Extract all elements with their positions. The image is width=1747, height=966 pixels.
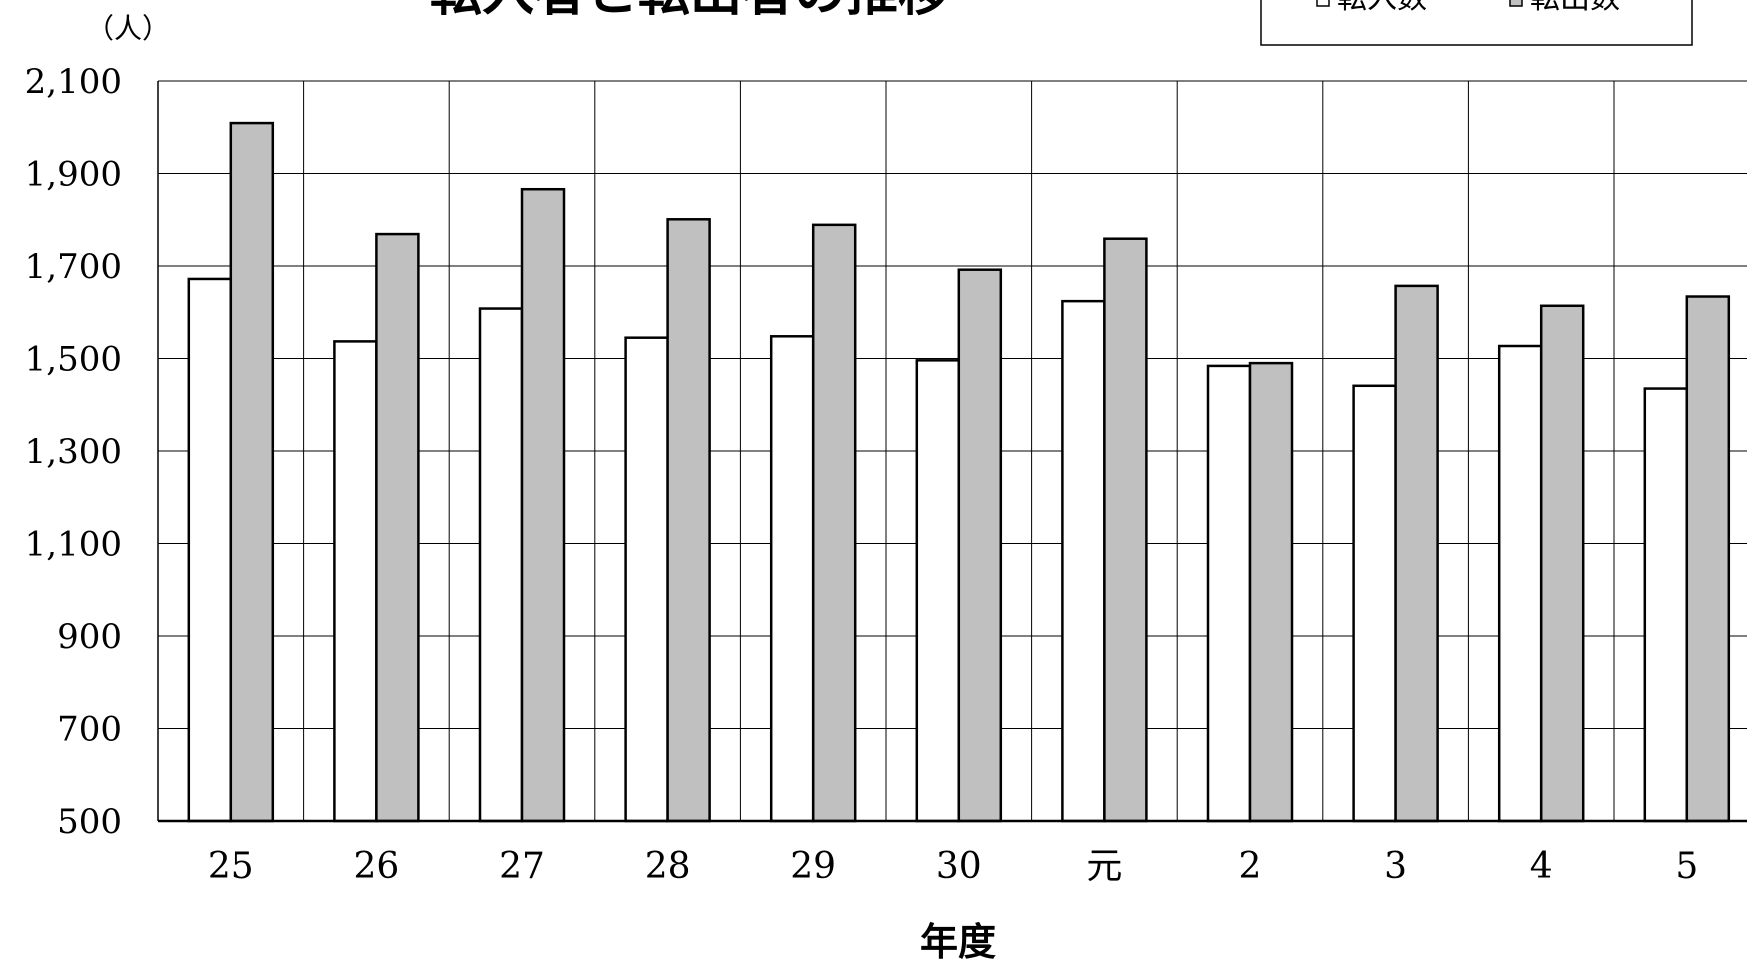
- bar-outflow: [1394, 284, 1439, 823]
- chart-title: 転入者と転出者の推移: [430, 0, 950, 23]
- x-tick-label: 4: [1530, 846, 1553, 887]
- x-tick-label: 2: [1239, 846, 1262, 887]
- bar-outflow: [1103, 237, 1148, 823]
- bar-inflow: [333, 340, 378, 823]
- bar-inflow: [187, 277, 233, 823]
- bar-outflow: [375, 232, 420, 823]
- bar-inflow: [769, 335, 815, 823]
- bar-inflow: [1643, 387, 1689, 823]
- bar-inflow: [915, 359, 961, 823]
- x-tick-label: 25: [208, 846, 254, 887]
- x-axis-title: 年度: [920, 920, 996, 964]
- y-tick-label: 1,100: [25, 525, 122, 565]
- x-tick-label: 5: [1675, 846, 1698, 887]
- legend: 転入数 転出数: [1260, 0, 1693, 46]
- bar-outflow: [229, 121, 275, 823]
- y-tick-label: 1,900: [25, 155, 122, 195]
- legend-label-inflow: 転入数: [1337, 0, 1427, 16]
- x-tick-label: 27: [499, 846, 545, 887]
- x-tick-label: 3: [1384, 846, 1407, 887]
- y-tick-label: 2,100: [25, 62, 122, 102]
- legend-swatch-inflow: [1316, 0, 1330, 7]
- bar-outflow: [1685, 295, 1731, 823]
- x-tick-label: 28: [645, 846, 691, 887]
- bar-outflow: [1248, 361, 1294, 823]
- y-tick-label: 700: [57, 710, 122, 750]
- bar-outflow: [520, 187, 566, 823]
- bar-inflow: [1352, 384, 1397, 823]
- y-tick-label: 500: [57, 802, 122, 842]
- y-axis-unit: （人）: [86, 12, 170, 45]
- bar-inflow: [478, 307, 524, 823]
- bar-inflow: [1497, 344, 1543, 823]
- x-tick-label: 30: [936, 846, 982, 887]
- bar-inflow: [624, 336, 669, 823]
- bar-inflow: [1206, 364, 1252, 823]
- y-tick-label: 900: [57, 617, 122, 657]
- x-tick-label: 26: [353, 846, 399, 887]
- bar-outflow: [811, 223, 857, 823]
- x-tick-label: 元: [1086, 846, 1122, 887]
- bar-outflow: [1539, 304, 1585, 823]
- bar-inflow: [1061, 299, 1106, 823]
- legend-label-outflow: 転出数: [1530, 0, 1620, 16]
- y-tick-label: 1,500: [25, 340, 122, 380]
- legend-swatch-outflow: [1509, 0, 1523, 7]
- bar-outflow: [957, 268, 1003, 823]
- axes: 2,100 1,900 1,700 1,500 1,300 1,100 900 700 500 2…: [25, 62, 1747, 887]
- bar-outflow: [666, 218, 711, 823]
- y-tick-label: 1,300: [25, 432, 122, 472]
- x-tick-label: 29: [790, 846, 836, 887]
- bars: [187, 121, 1731, 823]
- y-tick-label: 1,700: [25, 247, 122, 287]
- legend-frame: [1260, 0, 1693, 46]
